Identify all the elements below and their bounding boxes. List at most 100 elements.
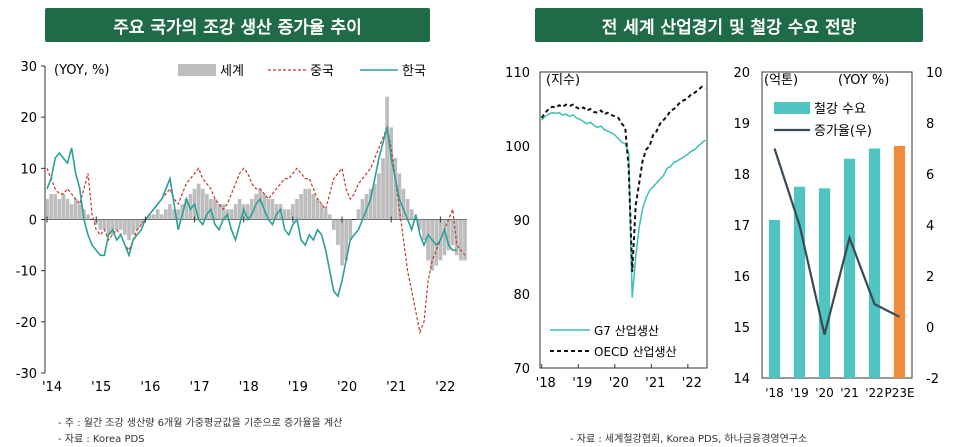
world-bar bbox=[286, 209, 291, 220]
chart3-ytick-left: 17 bbox=[733, 219, 750, 234]
korea-series-line bbox=[46, 127, 457, 299]
world-bar bbox=[442, 219, 447, 256]
chart2-xtick-label: '21 bbox=[645, 376, 665, 391]
world-bar bbox=[323, 209, 328, 220]
world-bar bbox=[135, 219, 140, 230]
chart1-xtick-label: '15 bbox=[91, 380, 111, 395]
chart3-ytick-right: 6 bbox=[926, 168, 934, 183]
legend-demand-swatch bbox=[774, 102, 810, 114]
world-bar bbox=[360, 199, 365, 220]
steel-demand-bar bbox=[768, 219, 781, 378]
chart3-category-label: P23E bbox=[884, 386, 914, 397]
world-bar bbox=[295, 199, 299, 220]
world-bar bbox=[217, 204, 221, 220]
world-bar bbox=[86, 214, 90, 220]
chart1-ticks: 30 20 10 0 -10 -20 -30 '14 '15 '16 '17 '18 '19 '20 '21… bbox=[16, 60, 456, 395]
world-bar bbox=[123, 219, 127, 235]
world-bar bbox=[270, 199, 275, 220]
chart2-ytick-label: 70 bbox=[513, 362, 530, 377]
legend-korea-label: 한국 bbox=[402, 64, 426, 79]
chart1-xtick-label: '20 bbox=[337, 380, 357, 395]
right-panel-title: 전 세계 산업경기 및 철강 수요 전망 bbox=[535, 8, 923, 42]
chart2-frame bbox=[539, 71, 708, 369]
world-bar bbox=[139, 219, 144, 225]
chart3-demand-bars bbox=[768, 145, 906, 378]
chart3-category-label: '21 bbox=[840, 386, 859, 397]
chart3-category-label: '18 bbox=[765, 386, 784, 397]
world-bar bbox=[409, 209, 414, 220]
chart2-ticks: 110 100 90 80 70 '18 '19 '20 '21 '22 bbox=[505, 66, 702, 391]
chart3-ytick-right: 10 bbox=[926, 66, 943, 81]
left-note-1: - 주 : 월간 조강 생산량 6개월 가중평균값을 기준으로 증가율을 계산 bbox=[58, 418, 343, 429]
world-bar bbox=[389, 127, 394, 220]
chart1-xtick-label: '18 bbox=[239, 380, 259, 395]
chart3-ytick-right: 0 bbox=[926, 321, 934, 336]
g7-series-line bbox=[541, 111, 706, 298]
world-bar bbox=[459, 219, 463, 261]
world-bar bbox=[291, 204, 295, 220]
world-bar bbox=[73, 199, 78, 220]
world-bar bbox=[114, 219, 119, 230]
world-bar bbox=[188, 193, 193, 220]
chart3-frame bbox=[761, 71, 913, 379]
world-bar bbox=[53, 193, 58, 220]
chart1-ytick-label: 10 bbox=[20, 162, 37, 177]
world-bar bbox=[274, 204, 279, 220]
chart3-ytick-right: -2 bbox=[926, 372, 939, 387]
world-bar bbox=[381, 158, 385, 220]
world-bar bbox=[213, 199, 217, 220]
chart3-ytick-left: 15 bbox=[733, 321, 750, 336]
chart1-xtick-label: '22 bbox=[435, 380, 455, 395]
chart2-unit-label: (지수) bbox=[546, 73, 580, 88]
growth-rate-line bbox=[773, 148, 900, 335]
chart3-ytick-left: 14 bbox=[733, 372, 750, 387]
world-bar bbox=[118, 219, 123, 230]
world-bar bbox=[299, 193, 303, 220]
world-bar bbox=[196, 183, 201, 220]
world-bar bbox=[377, 173, 381, 220]
chart2-xtick-label: '20 bbox=[609, 376, 629, 391]
world-bar bbox=[204, 193, 209, 220]
world-bar bbox=[401, 188, 406, 220]
world-bar bbox=[463, 219, 467, 261]
world-bar bbox=[65, 199, 70, 220]
world-bar bbox=[57, 199, 62, 220]
world-bar bbox=[250, 199, 254, 220]
chart2-xtick-label: '18 bbox=[536, 376, 556, 391]
chart1-ytick-label: 0 bbox=[29, 214, 37, 229]
world-bar bbox=[454, 219, 459, 256]
chart1-ytick-label: 20 bbox=[20, 111, 37, 126]
china-series-line bbox=[46, 125, 466, 335]
chart3-category-label: '22 bbox=[865, 386, 884, 397]
world-bar bbox=[69, 204, 74, 220]
world-bar bbox=[61, 193, 66, 220]
world-bar bbox=[344, 219, 348, 261]
industrial-production-chart: 110 100 90 80 70 '18 '19 '20 '21 '22 (지수) G7 산업생산… bbox=[505, 66, 708, 391]
chart2-ytick-label: 90 bbox=[513, 214, 530, 229]
chart3-unit-left: (억톤) bbox=[764, 73, 798, 88]
world-bar bbox=[245, 204, 250, 220]
chart3-category-label: '19 bbox=[790, 386, 809, 397]
legend-world-label: 세계 bbox=[220, 64, 244, 79]
world-bar bbox=[77, 204, 82, 220]
world-bar bbox=[372, 183, 377, 220]
world-bar bbox=[393, 158, 398, 220]
world-bar bbox=[282, 209, 287, 220]
chart3-unit-right: (YOY %) bbox=[838, 73, 889, 88]
world-bar bbox=[233, 204, 238, 220]
world-bar bbox=[45, 199, 49, 220]
left-note-2: - 자료 : Korea PDS bbox=[58, 434, 145, 445]
steel-demand-bar bbox=[893, 145, 906, 378]
world-bar bbox=[155, 209, 160, 220]
world-bar bbox=[303, 188, 308, 220]
chart3-axes bbox=[761, 71, 913, 379]
chart3-ytick-right: 4 bbox=[926, 219, 934, 234]
world-bar bbox=[49, 193, 53, 220]
world-bar bbox=[356, 209, 361, 220]
chart3-ytick-left: 16 bbox=[733, 270, 750, 285]
world-bar bbox=[262, 193, 267, 220]
chart1-xtick-label: '19 bbox=[288, 380, 308, 395]
world-bar bbox=[131, 219, 135, 235]
world-bar bbox=[266, 199, 271, 220]
